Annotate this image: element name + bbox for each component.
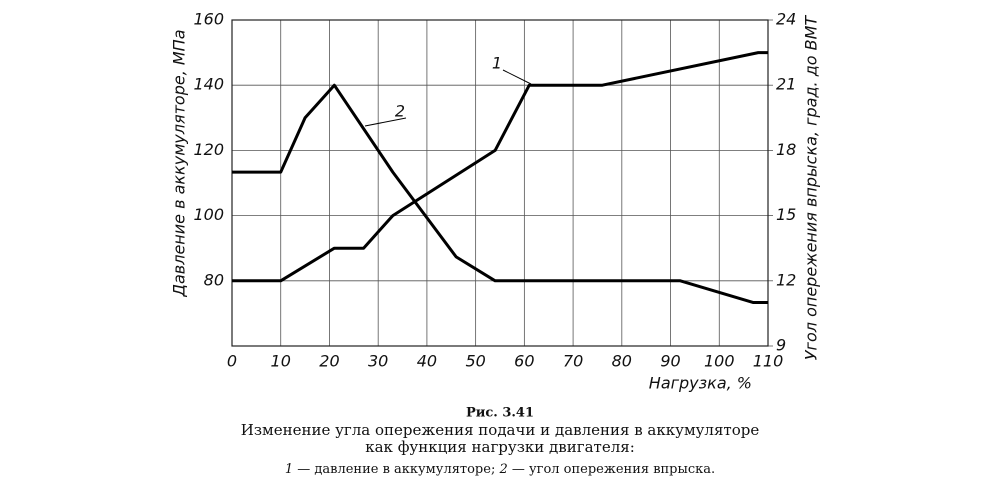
y2-tick-label: 9 — [776, 336, 786, 355]
y-axis-label: Давление в аккумуляторе, МПа — [170, 29, 189, 297]
y2-axis-label: Угол опережения впрыска, град. до ВМТ — [802, 15, 821, 361]
x-tick-label: 10 — [271, 352, 291, 371]
x-tick-label: 0 — [227, 352, 237, 371]
plot-frame — [231, 19, 769, 347]
x-tick-label: 110 — [753, 352, 784, 371]
x-tick-label: 90 — [660, 352, 680, 371]
y-tick-label: 100 — [193, 205, 224, 224]
curve-label: 2 — [395, 102, 405, 121]
legend-text: — угол опережения впрыска. — [508, 462, 715, 477]
legend-text: — давление в аккумуляторе; — [293, 462, 499, 477]
x-tick-label: 80 — [612, 352, 632, 371]
legend-label: 2 — [498, 462, 507, 477]
legend-label: 1 — [285, 462, 293, 477]
caption-line: Изменение угла опережения подачи и давле… — [241, 421, 760, 439]
caption-legend: 1 — давление в аккумуляторе; 2 — угол оп… — [285, 462, 715, 477]
y2-tick-label: 15 — [776, 205, 796, 224]
x-tick-label: 100 — [704, 352, 735, 371]
y2-tick-label: 21 — [776, 75, 796, 94]
leader-line — [502, 69, 532, 85]
caption-line: как функция нагрузки двигателя: — [365, 438, 635, 456]
y-tick-label: 120 — [193, 140, 224, 159]
x-tick-label: 40 — [417, 352, 437, 371]
y2-tick-label: 24 — [776, 10, 796, 29]
series-line — [232, 51, 768, 283]
x-tick-label: 60 — [514, 352, 534, 371]
series-line — [232, 83, 768, 305]
x-tick-label: 30 — [368, 352, 388, 371]
x-tick-label: 20 — [319, 352, 339, 371]
x-axis-label: Нагрузка, % — [649, 374, 752, 393]
y2-tick-label: 18 — [776, 140, 796, 159]
y2-tick-label: 12 — [776, 270, 796, 289]
x-tick-label: 70 — [563, 352, 583, 371]
leader-line — [364, 117, 407, 127]
y-tick-label: 140 — [193, 75, 224, 94]
figure-number: Рис. 3.41 — [466, 406, 534, 421]
x-tick-label: 50 — [465, 352, 485, 371]
y-tick-label: 160 — [193, 10, 224, 29]
curve-label: 1 — [492, 54, 502, 73]
y-tick-label: 80 — [204, 270, 224, 289]
